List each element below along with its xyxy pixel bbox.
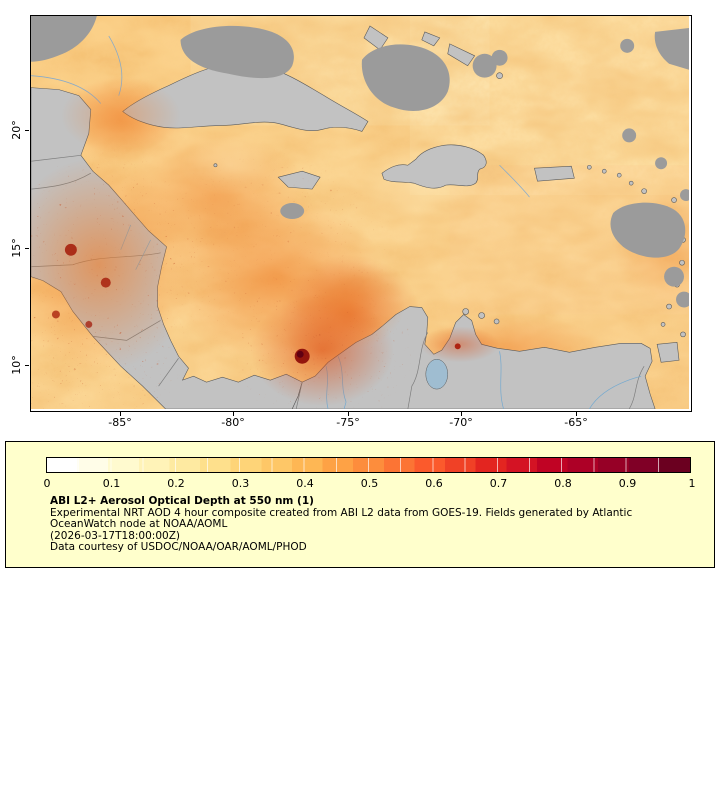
legend-description-line1: Experimental NRT AOD 4 hour composite cr… [50,506,633,519]
y-axis-tick-label: 10° [10,355,23,375]
colorbar-tick-label: 0.6 [425,477,443,490]
legend-timestamp: (2026-03-17T18:00:00Z) [50,529,180,542]
legend-text-block: ABI L2+ Aerosol Optical Depth at 550 nm … [50,495,633,554]
legend-panel: 0 0.1 0.2 0.3 0.4 0.5 0.6 0.7 0.8 0.9 1 ABI L2+ Ae… [5,441,715,568]
colorbar-ticks: 0 0.1 0.2 0.3 0.4 0.5 0.6 0.7 0.8 0.9 1 [43,477,696,491]
y-axis-tick [25,248,29,249]
colorbar-tick-label: 0.1 [102,477,121,490]
colorbar-tick-label: 0.3 [231,477,250,490]
colorbar-tick-label: 0.4 [296,477,314,490]
high-aod-plumes [31,16,689,409]
x-axis-tick [348,412,349,416]
colorbar-tick-label: 0 [43,477,51,490]
x-axis-tick [233,412,234,416]
colorbar-tick-label: 0.7 [489,477,508,490]
legend-title: ABI L2+ Aerosol Optical Depth at 550 nm … [50,495,314,507]
x-axis-tick-label: -70° [449,416,473,429]
y-axis-tick [25,130,29,131]
legend-credit: Data courtesy of USDOC/NOAA/OAR/AOML/PHO… [50,541,307,553]
colorbar-tick-label: 1 [688,477,696,490]
map-frame [30,15,692,412]
x-axis-tick [461,412,462,416]
colorbar-wrap [46,457,691,473]
x-axis-tick-label: -65° [564,416,588,429]
y-axis-tick [25,365,29,366]
legend-description-line2: OceanWatch node at NOAA/AOML [50,518,228,530]
colorbar-tick-label: 0.2 [167,477,185,490]
colorbar-tick-label: 0.8 [554,477,572,490]
x-axis-tick [120,412,121,416]
colorbar-tick-label: 0.5 [360,477,379,490]
y-axis-tick-label: 15° [10,238,23,258]
x-axis-tick [576,412,577,416]
aod-map [31,16,689,409]
x-axis-tick-label: -85° [108,416,132,429]
colorbar [46,457,691,473]
x-axis-tick-label: -75° [336,416,360,429]
y-axis-tick-label: 20° [10,120,23,140]
colorbar-tick-label: 0.9 [618,477,637,490]
x-axis-tick-label: -80° [221,416,245,429]
cloud-no-data-patches [31,16,689,308]
